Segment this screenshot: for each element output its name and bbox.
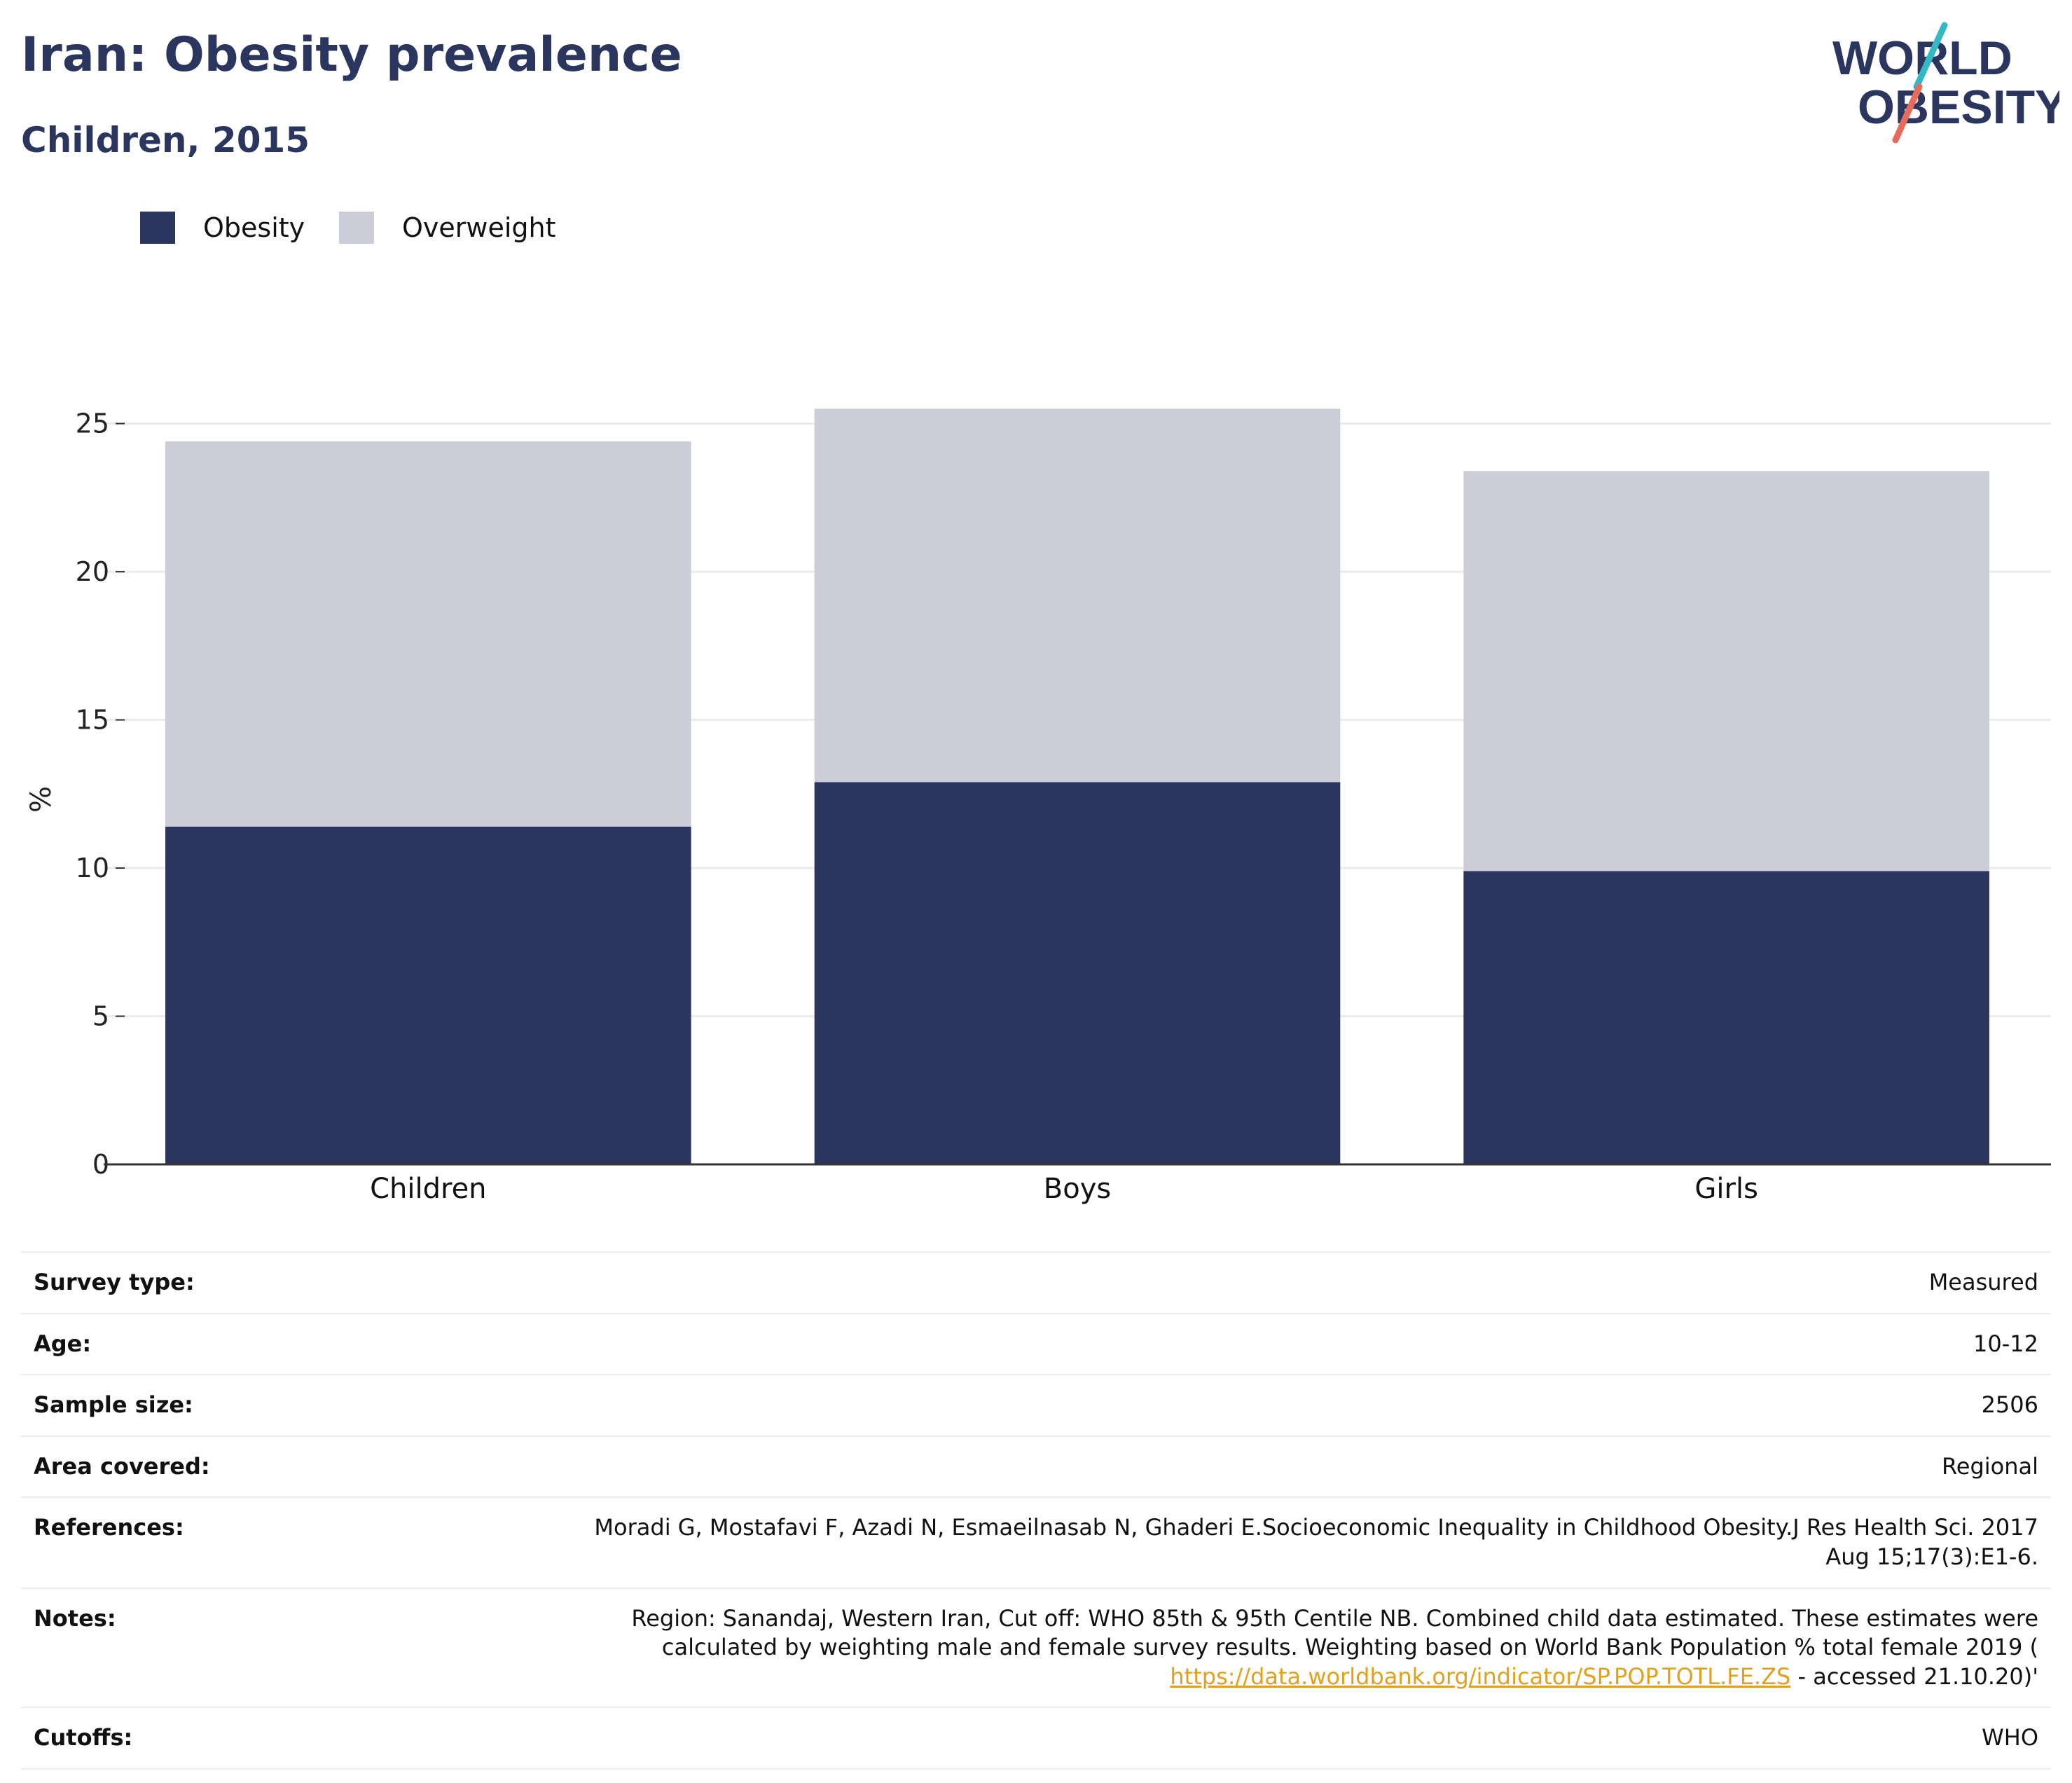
meta-row-area-covered: Area covered: Regional (21, 1435, 2051, 1497)
chart-subtitle: Children, 2015 (21, 120, 310, 160)
meta-label: Cutoffs: (34, 1724, 133, 1751)
meta-value: 10-12 (1973, 1330, 2038, 1357)
x-tick-label: Girls (1694, 1173, 1758, 1205)
meta-row-notes: Notes: Region: Sanandaj, Western Iran, C… (21, 1587, 2051, 1707)
y-tick-label: 25 (76, 408, 109, 439)
meta-row-cutoffs: Cutoffs: WHO (21, 1707, 2051, 1770)
meta-row-references: References: Moradi G, Mostafavi F, Azadi… (21, 1496, 2051, 1587)
meta-row-age: Age: 10-12 (21, 1312, 2051, 1375)
survey-info-table: Survey type: Measured Age: 10-12 Sample … (21, 1251, 2051, 1770)
notes-suffix: - accessed 21.10.20)' (1790, 1662, 2039, 1690)
legend-swatch-overweight (339, 212, 374, 244)
world-obesity-logo: WORLD OBESITY (1832, 22, 2059, 144)
meta-label: References: (34, 1514, 184, 1541)
meta-label: Notes: (34, 1604, 116, 1632)
legend-label-obesity: Obesity (203, 212, 305, 243)
notes-link[interactable]: https://data.worldbank.org/indicator/SP.… (1170, 1662, 1791, 1690)
bar-overweight-children (165, 441, 691, 827)
x-tick-label: Boys (1044, 1173, 1111, 1205)
meta-label: Survey type: (34, 1269, 195, 1295)
y-tick-label: 10 (76, 853, 109, 883)
legend-label-overweight: Overweight (402, 212, 556, 243)
bar-overweight-boys (814, 408, 1341, 783)
meta-value: Measured (1928, 1269, 2038, 1295)
y-tick-label: 5 (92, 1001, 109, 1032)
meta-label: Area covered: (34, 1452, 210, 1480)
meta-row-sample-size: Sample size: 2506 (21, 1374, 2051, 1436)
bar-overweight-girls (1463, 471, 1989, 872)
bar-obesity-boys (814, 782, 1341, 1164)
meta-value: 2506 (1981, 1391, 2038, 1419)
y-axis-label: % (25, 786, 57, 813)
legend-swatch-obesity (140, 212, 175, 244)
meta-label: Sample size: (34, 1391, 193, 1419)
meta-value: WHO (1982, 1724, 2038, 1751)
bar-obesity-children (165, 826, 691, 1164)
meta-row-survey-type: Survey type: Measured (21, 1251, 2051, 1313)
logo-line-2: OBESITY (1858, 81, 2059, 134)
y-tick-label: 20 (76, 556, 109, 587)
meta-value: Moradi G, Mostafavi F, Azadi N, Esmaeiln… (594, 1514, 2038, 1570)
legend-item-obesity[interactable]: Obesity (140, 208, 305, 247)
x-tick-label: Children (370, 1173, 486, 1205)
meta-value: Regional (1941, 1452, 2038, 1480)
notes-text: Region: Sanandaj, Western Iran, Cut off:… (631, 1604, 2038, 1661)
logo-slash-teal (1913, 22, 1948, 90)
meta-label: Age: (34, 1330, 92, 1357)
bar-obesity-girls (1463, 871, 1989, 1164)
y-tick-label: 15 (76, 705, 109, 736)
chart-title: Iran: Obesity prevalence (21, 27, 682, 83)
logo-slash-coral (1892, 83, 1923, 144)
legend-item-overweight[interactable]: Overweight (339, 208, 556, 247)
meta-value: Region: Sanandaj, Western Iran, Cut off:… (581, 1604, 2038, 1692)
